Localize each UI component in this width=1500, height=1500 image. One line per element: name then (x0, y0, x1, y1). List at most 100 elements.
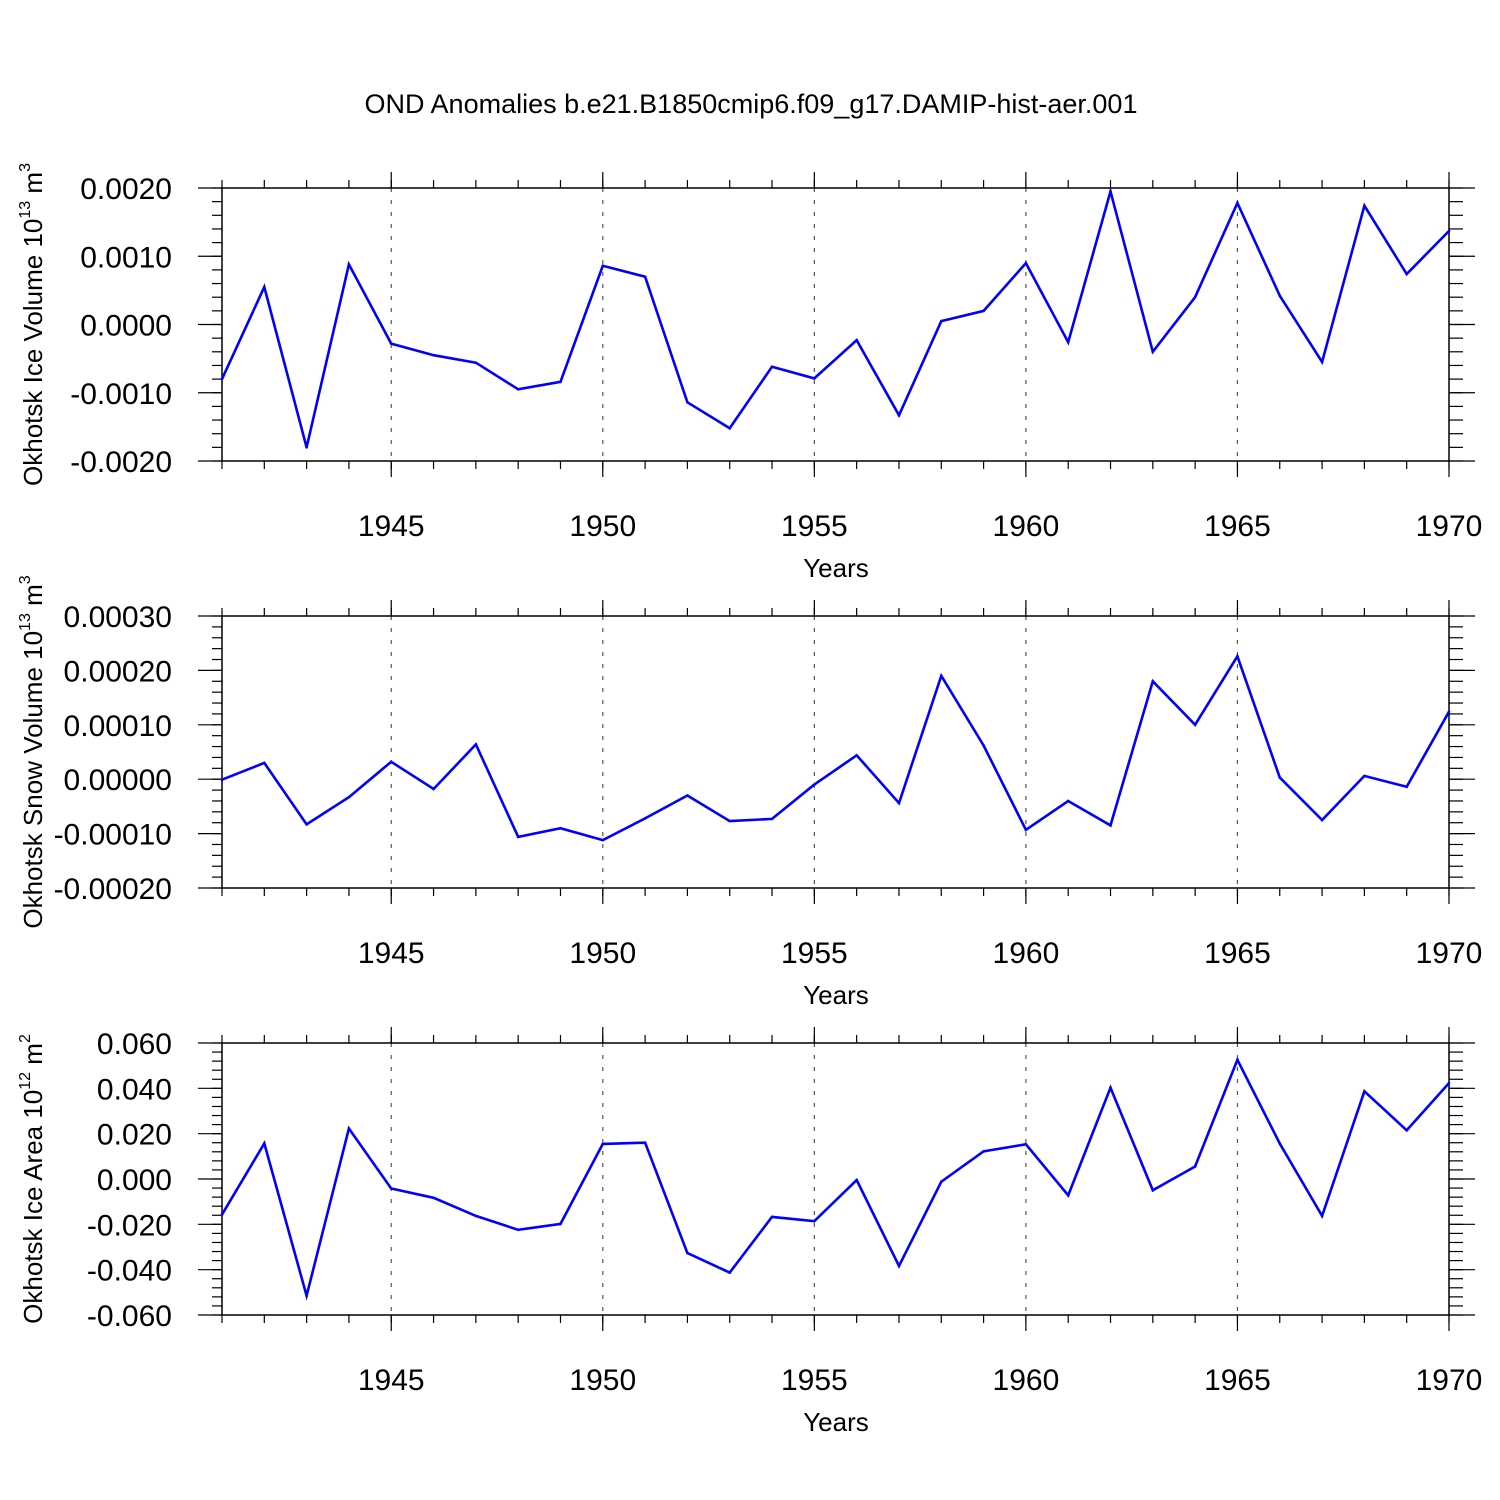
series-line (221, 653, 1451, 842)
data-point (855, 753, 858, 757)
x-tick-label: 1970 (1416, 510, 1483, 543)
x-tick-label: 1945 (358, 510, 425, 543)
y-axis-label-text: Okhotsk Snow Volume 10 (18, 631, 48, 929)
data-point (1151, 350, 1155, 354)
y-axis-label-exponent: 13 (17, 613, 34, 631)
data-point (1447, 229, 1451, 233)
y-tick-label: 0.00010 (64, 710, 172, 743)
data-point (686, 794, 689, 797)
data-point (897, 1264, 901, 1268)
data-point (897, 413, 901, 417)
data-point (939, 1180, 943, 1184)
data-point (516, 835, 520, 839)
x-axis-label: Years (803, 1407, 869, 1437)
plot-frame (221, 1042, 1450, 1316)
data-point (1278, 1142, 1282, 1145)
y-axis-label-unit-exponent: 3 (17, 575, 34, 584)
y-axis-label-unit-exponent: 3 (17, 163, 34, 172)
data-point (1024, 1143, 1028, 1146)
panel-ice-area: -0.060 -0.040 -0.020 0.000 0.020 0.040 0.060 19… (17, 1027, 1482, 1437)
data-point (1151, 1189, 1155, 1192)
panel-snow-volume: -0.00020 -0.00010 0.00000 0.00010 0.00020 0.0… (17, 575, 1482, 1010)
data-point (643, 275, 647, 279)
data-point (1109, 190, 1112, 193)
x-tick-label: 1955 (781, 1364, 848, 1397)
data-point (432, 1196, 435, 1200)
data-point (347, 795, 351, 799)
data-point (1447, 1081, 1451, 1085)
data-point (1363, 204, 1366, 208)
data-point (263, 1142, 266, 1145)
data-point (601, 838, 605, 842)
y-tick-label: 0.0020 (80, 173, 172, 206)
data-point (347, 1127, 351, 1130)
data-point (1193, 1165, 1197, 1168)
data-point (220, 377, 224, 381)
y-tick-label: -0.040 (87, 1255, 172, 1288)
data-point (686, 1251, 689, 1255)
data-point (601, 264, 605, 268)
data-point (1236, 1058, 1239, 1062)
data-point (1066, 340, 1070, 344)
data-point (516, 388, 520, 391)
data-point (220, 1213, 224, 1216)
x-tick-label: 1965 (1204, 937, 1271, 970)
data-point (982, 1150, 985, 1153)
y-tick-label: -0.00010 (54, 819, 172, 852)
data-point (982, 744, 985, 747)
data-point (770, 1215, 774, 1219)
plot-frame (221, 615, 1450, 889)
data-point (1405, 1128, 1408, 1132)
data-point (1278, 294, 1282, 298)
y-tick-label: 0.020 (97, 1119, 172, 1152)
data-point (1278, 776, 1282, 779)
y-tick-label: -0.0020 (70, 446, 172, 479)
x-tick-label: 1960 (993, 937, 1060, 970)
data-point (728, 426, 732, 430)
data-point (601, 1142, 605, 1146)
y-axis-label-text: Okhotsk Ice Volume 10 (18, 219, 48, 486)
data-point (347, 263, 351, 266)
y-axis-label-text: Okhotsk Ice Area 10 (18, 1090, 48, 1324)
y-axis-label-exponent: 13 (17, 201, 34, 219)
x-tick-label: 1950 (569, 937, 636, 970)
data-point (1320, 360, 1324, 364)
data-point (1363, 1089, 1366, 1093)
x-tick-label: 1955 (781, 937, 848, 970)
series-line (220, 186, 1450, 448)
y-axis-label: Okhotsk Snow Volume 1013 m3 (17, 575, 48, 928)
data-point (389, 1187, 393, 1190)
data-point (305, 446, 308, 449)
data-point (474, 1214, 478, 1218)
x-tick-label: 1965 (1204, 1364, 1271, 1397)
data-point (1024, 261, 1028, 265)
y-axis-label: Okhotsk Ice Area 1012 m2 (17, 1034, 48, 1324)
data-point (1193, 723, 1197, 727)
x-axis-label: Years (803, 980, 869, 1010)
data-point (1024, 828, 1028, 832)
data-point (982, 309, 985, 313)
x-tick-label: 1960 (993, 510, 1060, 543)
data-point (1447, 710, 1451, 714)
x-tick-label: 1950 (569, 510, 636, 543)
data-point (1151, 679, 1155, 683)
y-axis-label-unit: m (18, 172, 48, 201)
y-axis-label-unit: m (18, 584, 48, 613)
series-line (220, 1056, 1450, 1301)
y-tick-label: 0.040 (97, 1073, 172, 1106)
data-point (263, 285, 266, 289)
y-tick-label: -0.0010 (70, 378, 172, 411)
x-tick-label: 1960 (993, 1364, 1060, 1397)
x-tick-label: 1970 (1416, 937, 1483, 970)
data-point (1363, 774, 1366, 778)
data-point (559, 380, 562, 384)
panel-ice-volume: -0.0020 -0.0010 0.0000 0.0010 0.0020 1945 1950… (17, 163, 1482, 583)
data-point (1109, 1086, 1112, 1089)
data-point (1109, 824, 1112, 827)
data-point (305, 823, 308, 826)
y-tick-label: -0.00020 (54, 873, 172, 906)
y-tick-label: 0.00030 (64, 601, 172, 634)
y-tick-label: 0.060 (97, 1028, 172, 1061)
y-tick-label: 0.00020 (64, 655, 172, 688)
